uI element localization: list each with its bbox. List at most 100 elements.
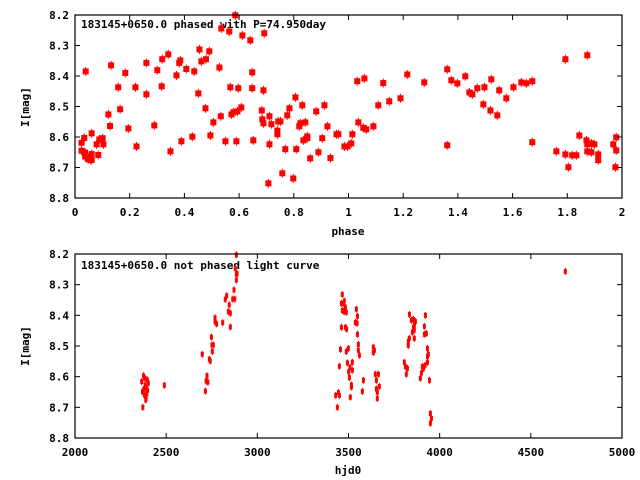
point-marker	[315, 149, 322, 156]
data-point	[344, 308, 348, 316]
data-point	[510, 82, 517, 92]
point-marker	[425, 359, 429, 365]
point-marker	[100, 141, 107, 148]
point-marker	[234, 252, 238, 258]
point-marker	[78, 147, 85, 154]
point-marker	[204, 378, 208, 384]
data-point	[207, 130, 214, 140]
data-point	[213, 314, 217, 322]
point-marker	[348, 140, 355, 147]
data-point	[360, 387, 364, 395]
data-point	[233, 264, 237, 272]
point-marker	[268, 121, 275, 128]
data-point	[249, 67, 256, 77]
point-marker	[422, 331, 426, 337]
point-marker	[510, 84, 517, 91]
data-point	[292, 92, 299, 102]
point-marker	[227, 302, 231, 308]
point-marker	[347, 375, 351, 381]
point-marker	[279, 170, 286, 177]
point-marker	[284, 112, 291, 119]
data-point	[203, 387, 207, 395]
x-tick-label: 1.4	[448, 206, 468, 219]
point-marker	[488, 76, 495, 83]
data-point	[204, 377, 208, 385]
data-point	[258, 105, 265, 115]
point-marker	[159, 56, 166, 63]
data-point	[99, 133, 106, 143]
data-point	[205, 372, 209, 380]
data-point	[140, 378, 144, 386]
data-point	[363, 124, 370, 134]
point-marker	[213, 315, 217, 321]
data-point	[238, 102, 245, 112]
y-tick-label: 8.4	[49, 70, 69, 83]
data-point	[345, 325, 349, 333]
data-point	[342, 297, 346, 305]
data-point	[233, 295, 237, 303]
point-marker	[122, 69, 129, 76]
point-marker	[266, 113, 273, 120]
point-marker	[260, 120, 267, 127]
point-marker	[523, 80, 530, 87]
data-point	[573, 150, 580, 160]
point-marker	[529, 78, 536, 85]
data-point	[335, 129, 342, 139]
data-point	[523, 78, 530, 88]
point-marker	[444, 66, 451, 73]
data-point	[341, 141, 348, 151]
point-marker	[421, 79, 428, 86]
point-marker	[293, 146, 300, 153]
data-point	[518, 77, 525, 87]
data-point	[357, 351, 361, 359]
point-marker	[346, 345, 350, 351]
point-marker	[247, 37, 254, 44]
point-marker	[195, 90, 202, 97]
point-marker	[444, 142, 451, 149]
data-point	[217, 111, 224, 121]
point-marker	[96, 136, 103, 143]
data-point	[584, 146, 591, 156]
x-tick-label: 5000	[609, 446, 636, 459]
data-point	[346, 344, 350, 352]
point-marker	[81, 134, 88, 141]
point-marker	[239, 32, 246, 39]
y-tick-label: 8.6	[49, 131, 69, 144]
data-point	[348, 393, 352, 401]
point-marker	[321, 102, 328, 109]
point-marker	[189, 133, 196, 140]
data-point	[344, 141, 351, 151]
data-point	[340, 306, 344, 314]
data-point	[274, 126, 281, 136]
point-marker	[565, 164, 572, 171]
point-marker	[206, 48, 213, 55]
point-marker	[583, 137, 590, 144]
point-marker	[165, 51, 172, 58]
point-marker	[143, 59, 150, 66]
data-point	[290, 173, 297, 183]
data-points	[78, 10, 620, 188]
data-point	[216, 62, 223, 72]
point-marker	[454, 80, 461, 87]
point-marker	[553, 148, 560, 155]
data-point	[143, 374, 147, 382]
x-tick-label: 1.2	[393, 206, 413, 219]
point-marker	[227, 84, 234, 91]
data-point	[377, 382, 381, 390]
point-marker	[226, 309, 230, 315]
data-point	[178, 136, 185, 146]
data-point	[202, 103, 209, 113]
data-point	[370, 121, 377, 131]
data-point	[82, 66, 89, 76]
point-marker	[108, 62, 115, 69]
point-marker	[360, 388, 364, 394]
point-marker	[406, 342, 410, 348]
point-marker	[481, 84, 488, 91]
point-marker	[335, 131, 342, 138]
y-tick-label: 8.7	[49, 401, 69, 414]
data-point	[125, 123, 132, 133]
data-point	[302, 117, 309, 127]
point-marker	[397, 95, 404, 102]
point-marker	[105, 111, 112, 118]
point-marker	[282, 146, 289, 153]
